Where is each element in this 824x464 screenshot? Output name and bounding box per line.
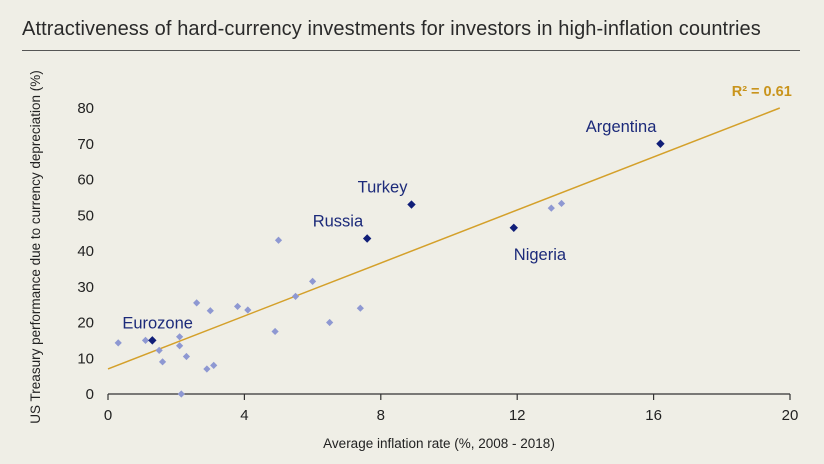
y-tick-label: 10 xyxy=(77,350,94,367)
highlight-point xyxy=(656,139,665,148)
y-tick-label: 30 xyxy=(77,279,94,296)
data-point xyxy=(274,236,283,244)
highlight-point xyxy=(509,223,518,232)
data-point xyxy=(309,277,317,285)
data-point xyxy=(182,352,191,361)
data-point xyxy=(155,346,163,354)
r-squared-label: R² = 0.61 xyxy=(732,84,792,100)
label-nigeria: Nigeria xyxy=(514,246,567,264)
x-axis-label: Average inflation rate (%, 2008 - 2018) xyxy=(323,436,555,451)
data-points xyxy=(114,139,665,398)
data-point xyxy=(244,306,252,314)
x-tick-label: 0 xyxy=(104,407,112,424)
data-point xyxy=(177,390,185,398)
data-point xyxy=(158,358,167,366)
label-russia: Russia xyxy=(313,212,364,230)
y-tick-label: 20 xyxy=(77,315,94,332)
x-tick-label: 16 xyxy=(645,407,662,424)
y-axis-label: US Treasury performance due to currency … xyxy=(28,70,43,423)
y-tick-label: 70 xyxy=(77,136,94,153)
data-point xyxy=(141,336,150,344)
axes: 0 4 8 12 16 20 0 10 20 30 40 50 60 70 80 Average inflat… xyxy=(28,70,798,451)
data-point xyxy=(206,307,214,315)
data-point xyxy=(547,204,555,212)
highlight-point xyxy=(407,200,416,209)
trendline xyxy=(107,107,781,370)
y-tick-label: 0 xyxy=(86,386,94,403)
data-point xyxy=(114,339,122,347)
point-labels: Argentina Turkey Russia Nigeria Eurozone xyxy=(122,118,657,333)
x-tick-label: 12 xyxy=(509,407,526,424)
chart-title: Attractiveness of hard-currency investme… xyxy=(22,18,761,40)
y-tick-label: 40 xyxy=(77,243,94,260)
data-point xyxy=(176,333,184,341)
x-tick-label: 8 xyxy=(377,407,385,424)
data-point xyxy=(210,361,218,369)
label-argentina: Argentina xyxy=(586,118,657,136)
data-point xyxy=(557,199,566,208)
label-eurozone: Eurozone xyxy=(122,314,193,332)
x-tick-label: 20 xyxy=(782,407,799,424)
highlight-point xyxy=(148,336,157,345)
label-turkey: Turkey xyxy=(358,179,409,197)
highlight-point xyxy=(362,234,372,243)
data-point xyxy=(326,318,334,327)
data-point xyxy=(356,304,364,312)
data-point xyxy=(271,327,279,336)
x-tick-label: 4 xyxy=(240,407,248,424)
data-point xyxy=(176,342,184,350)
data-point xyxy=(193,299,201,307)
y-tick-label: 80 xyxy=(77,100,94,117)
data-point xyxy=(291,292,300,301)
title-divider xyxy=(22,50,800,51)
trendline-group: R² = 0.61 xyxy=(107,84,792,370)
y-tick-label: 60 xyxy=(77,172,94,189)
y-tick-label: 50 xyxy=(77,207,94,224)
data-point xyxy=(203,365,211,373)
data-point xyxy=(233,302,242,311)
